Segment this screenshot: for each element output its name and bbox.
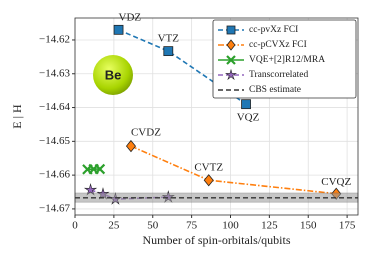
plot-frame — [74, 17, 359, 216]
marker — [241, 99, 251, 110]
point-label: VTZ — [158, 33, 180, 45]
atom-label: Be — [105, 67, 122, 82]
legend-label: Transcorrelated — [249, 70, 309, 80]
x-tick-label: 175 — [339, 220, 356, 232]
marker — [203, 174, 214, 187]
x-tick-label: 0 — [72, 220, 78, 232]
legend-marker — [226, 25, 236, 35]
marker — [94, 163, 106, 175]
y-tick-label: −14.65 — [39, 135, 70, 147]
legend-label: CBS estimate — [249, 85, 301, 95]
x-tick-label: 100 — [222, 220, 239, 232]
series-line — [130, 145, 337, 195]
legend-label: cc-pvXz FCI — [249, 25, 298, 35]
legend-marker — [226, 39, 236, 51]
marker — [163, 46, 174, 57]
point-label: VQZ — [237, 112, 260, 124]
legend: cc-pvXz FCI cc-pCVXz FCI VQE+[2]R12/MRA Tra… — [212, 19, 357, 99]
marker — [83, 183, 98, 196]
x-tick-label: 150 — [300, 220, 317, 232]
x-tick-label: 75 — [186, 220, 198, 232]
legend-marker — [225, 68, 237, 81]
point-label: CVQZ — [321, 176, 351, 188]
y-tick-label: −14.67 — [39, 202, 70, 214]
x-tick-label: 50 — [147, 220, 159, 232]
atom-icon — [93, 55, 133, 95]
point-label: CVDZ — [131, 127, 161, 139]
y-tick-label: −14.63 — [39, 67, 70, 79]
point-label: CVTZ — [194, 162, 223, 174]
legend-box — [212, 19, 357, 99]
y-tick-label: −14.62 — [39, 33, 70, 45]
legend-label: VQE+[2]R12/MRA — [249, 55, 325, 65]
marker — [125, 139, 136, 153]
x-tick-label: 25 — [108, 220, 120, 232]
legend-marker — [226, 55, 236, 65]
y-axis-label: E | H — [10, 104, 24, 129]
marker — [113, 24, 124, 35]
point-label: VDZ — [119, 11, 142, 23]
x-axis-label: Number of spin-orbitals/qubits — [143, 233, 291, 247]
x-tick-label: 125 — [261, 220, 278, 232]
y-tick-label: −14.64 — [39, 101, 70, 113]
legend-label: cc-pCVXz FCI — [249, 40, 307, 50]
y-tick-label: −14.66 — [39, 169, 70, 181]
